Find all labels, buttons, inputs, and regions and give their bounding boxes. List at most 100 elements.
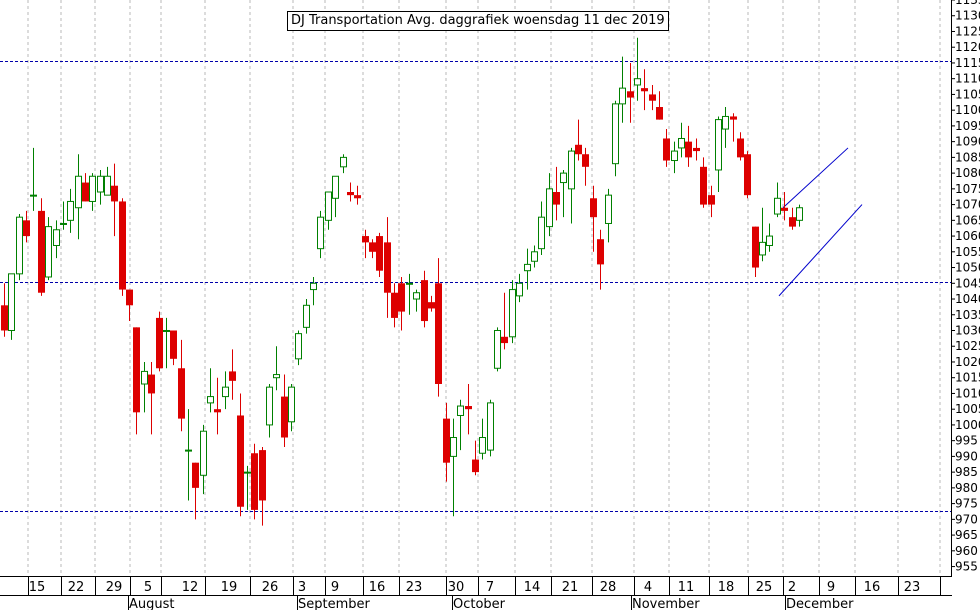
candle-body-up (53, 229, 60, 247)
y-tick-label: 955 (955, 560, 978, 574)
candle-body-up (450, 437, 457, 457)
candle-body-up (774, 197, 781, 215)
x-day-label: 28 (600, 580, 617, 595)
y-tick-label: 1015 (955, 371, 980, 385)
candle-body-down (590, 198, 597, 218)
candle-body-down (170, 330, 177, 359)
candle-body-up (60, 222, 67, 225)
candle-body-down (23, 220, 30, 237)
candle-body-down (752, 226, 759, 268)
candle-body-up (325, 191, 332, 221)
candle-body-down (708, 195, 715, 205)
candle-body-up (75, 175, 82, 209)
candle-body-up (340, 156, 347, 168)
y-tick-label: 970 (955, 512, 978, 526)
channel-upper-line (782, 147, 849, 209)
candle-body-up (30, 194, 37, 197)
candle-body-up (310, 282, 317, 291)
y-tick-label: 1100 (955, 103, 980, 117)
candle-body-down (663, 138, 670, 161)
x-day-label: 4 (644, 580, 652, 595)
y-tick-label: 1040 (955, 292, 980, 306)
candle-body-up (634, 78, 641, 86)
candle-body-down (656, 107, 663, 120)
y-tick-label: 975 (955, 497, 978, 511)
candle-body-down (362, 236, 369, 243)
x-day-label: 29 (106, 580, 123, 595)
candle-body-up (288, 386, 295, 423)
candle-body-down (582, 154, 589, 167)
candle-body-down (229, 371, 236, 381)
candle-body-down (237, 415, 244, 507)
channel-lower-line (778, 204, 863, 297)
candle-body-down (192, 462, 199, 488)
candle-body-down (443, 418, 450, 463)
candle-body-down (214, 409, 221, 413)
candle-body-up (67, 200, 74, 221)
candle-body-up (413, 292, 420, 300)
x-day-label: 9 (331, 580, 339, 595)
x-day-label: 23 (904, 580, 921, 595)
candle-body-down (354, 195, 361, 199)
y-tick-label: 1005 (955, 402, 980, 416)
candle-body-up (8, 273, 15, 331)
y-tick-label: 1095 (955, 119, 980, 133)
candle-body-down (685, 141, 692, 158)
candle-body-down (575, 144, 582, 155)
candle-body-down (421, 280, 428, 322)
x-day-label: 25 (756, 580, 773, 595)
x-month-label: November (632, 597, 700, 610)
y-tick-label: 985 (955, 465, 978, 479)
candle-body-up (538, 216, 545, 250)
x-month-label: December (786, 597, 854, 610)
candle-body-down (730, 116, 737, 120)
x-day-label: 21 (562, 580, 579, 595)
candle-body-up (332, 175, 339, 199)
candle-body-down (700, 166, 707, 205)
y-tick-label: 1120 (955, 40, 980, 54)
candle-body-up (207, 396, 214, 404)
x-day-label: 5 (144, 580, 152, 595)
y-tick-label: 1050 (955, 261, 980, 275)
candle-body-down (281, 396, 288, 438)
candle-body-down (251, 453, 258, 510)
candle-body-down (472, 459, 479, 473)
y-tick-label: 965 (955, 528, 978, 542)
x-day-label: 9 (827, 580, 835, 595)
candle-body-up (766, 235, 773, 247)
x-month-label: October (453, 597, 506, 610)
y-tick-label: 1125 (955, 24, 980, 38)
candle-body-down (82, 182, 89, 202)
candle-body-up (303, 304, 310, 328)
candle-body-up (715, 119, 722, 171)
candle-body-down (744, 154, 751, 196)
candle-body-down (398, 283, 405, 312)
candle-body-up (796, 207, 803, 221)
candle-body-down (627, 91, 634, 98)
candle-body-down (156, 317, 163, 369)
candle-body-down (501, 336, 508, 344)
candle-body-up (457, 405, 464, 416)
candle-body-up (141, 370, 148, 385)
x-month-label: August (129, 597, 175, 610)
candle-body-down (111, 185, 118, 202)
x-day-label: 19 (221, 580, 238, 595)
y-tick-label: 1055 (955, 245, 980, 259)
y-tick-label: 1130 (955, 9, 980, 23)
candle-body-down (376, 236, 383, 271)
candle-body-up (222, 386, 229, 398)
candle-body-up (531, 251, 538, 262)
candle-body-up (244, 471, 251, 474)
candle-body-down (649, 94, 656, 101)
y-tick-label: 1105 (955, 87, 980, 101)
candle-body-up (678, 137, 685, 149)
y-tick-label: 1080 (955, 166, 980, 180)
candle-body-up (163, 329, 170, 332)
candle-body-down (693, 147, 700, 152)
y-tick-label: 1085 (955, 150, 980, 164)
candle-body-up (619, 87, 626, 105)
candle-body-down (428, 302, 435, 309)
candle-body-up (185, 449, 192, 452)
y-tick-label: 1075 (955, 182, 980, 196)
